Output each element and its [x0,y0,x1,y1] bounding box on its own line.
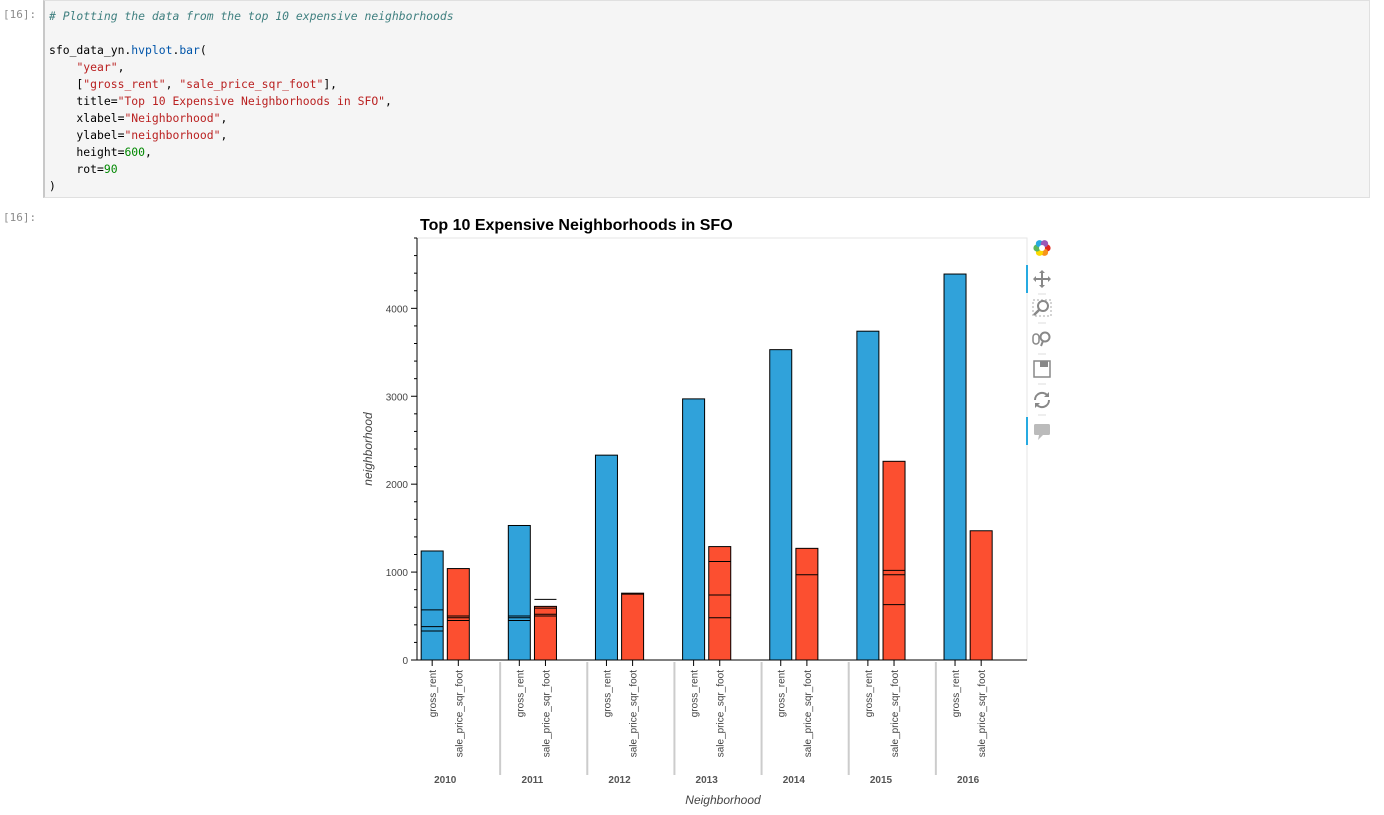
gross_rent-bar [856,330,880,661]
active-tool-indicator [1026,417,1028,445]
x-subcategory-label: gross_rent [602,670,613,717]
x-group-label: 2014 [783,775,806,786]
code-line: sfo_data_yn.hvplot.bar( [49,43,207,57]
code-token: "sale_price_sqr_foot" [179,77,324,91]
gross_rent-bar [682,398,706,661]
code-token: , [165,77,180,91]
code-token: , [220,128,228,142]
x-subcategory-label: sale_price_sqr_foot [716,670,727,757]
y-tick-label: 3000 [386,392,409,403]
gross_rent-bar [943,273,967,661]
code-cell[interactable]: # Plotting the data from the top 10 expe… [43,0,1370,198]
code-editor[interactable]: # Plotting the data from the top 10 expe… [45,1,1369,195]
code-token: [ [49,77,84,91]
code-line: "year", [49,60,124,74]
code-token: ) [49,179,56,193]
code-token: , [145,145,152,159]
code-token: , [220,111,228,125]
code-token: , [385,94,392,108]
code-line: ["gross_rent", "sale_price_sqr_foot"], [49,77,337,91]
code-token: 600 [124,145,146,159]
code-token: , [117,60,125,74]
y-axis-label: neighborhood [361,412,375,486]
active-tool-indicator [1026,265,1028,293]
code-line: rot=90 [49,162,118,176]
output-prompt: [16]: [3,211,37,224]
code-line: title="Top 10 Expensive Neighborhoods in… [49,94,392,108]
code-token: . [172,43,180,57]
x-subcategory-label: sale_price_sqr_foot [890,670,901,757]
x-group-label: 2013 [696,775,719,786]
code-line: xlabel="Neighborhood", [49,111,227,125]
code-line: ylabel="neighborhood", [49,128,227,142]
sale_price_sqr_foot-bar [446,568,470,661]
x-subcategory-label: gross_rent [864,670,875,717]
x-group-label: 2015 [870,775,893,786]
x-subcategory-label: gross_rent [690,670,701,717]
x-group-label: 2011 [522,775,544,786]
chart-toolbar[interactable] [1026,240,1052,445]
code-line: height=600, [49,145,152,159]
code-line: # Plotting the data from the top 10 expe… [49,9,454,23]
code-token: hvplot [131,43,173,57]
sale_price_sqr_foot-bar [621,592,645,661]
y-tick-label: 0 [402,656,408,667]
plot-area[interactable]: 0 1000 2000 3000 4000 gross_rent sale_price_sq… [386,237,1028,786]
gross_rent-bar [420,550,444,661]
code-token: "gross_rent" [83,77,166,91]
gross_rent-bar [594,454,618,661]
sale_price_sqr_foot-bar [969,530,993,661]
gross_rent-bar [769,349,793,661]
x-subcategory-label: sale_price_sqr_foot [454,670,465,757]
code-token: rot= [49,162,104,176]
bokeh-logo-icon[interactable] [1033,240,1051,256]
x-subcategory-label: gross_rent [951,670,962,717]
x-axis-label: Neighborhood [685,793,761,807]
input-prompt: [16]: [3,8,37,21]
hover-icon[interactable] [1034,424,1050,440]
code-token: "year" [76,60,118,74]
code-token: ], [323,77,338,91]
x-subcategory-label: gross_rent [777,670,788,717]
code-token: ( [199,43,207,57]
code-token: sfo_data_yn. [49,43,132,57]
x-subcategory-label: sale_price_sqr_foot [541,670,552,757]
sale_price_sqr_foot-bar [708,546,732,661]
code-line: ) [49,179,56,193]
save-icon[interactable] [1033,360,1051,378]
x-subcategory-label: sale_price_sqr_foot [803,670,814,757]
box-zoom-icon[interactable] [1032,299,1052,317]
x-group-label: 2012 [608,775,631,786]
code-token: xlabel= [49,111,125,125]
sale_price_sqr_foot-bar [882,460,906,661]
code-token: ylabel= [49,128,125,142]
x-group-label: 2010 [434,775,457,786]
x-subcategory-label: gross_rent [515,670,526,717]
chart-title: Top 10 Expensive Neighborhoods in SFO [420,217,733,234]
y-tick-label: 4000 [386,304,409,315]
code-token: "Top 10 Expensive Neighborhoods in SFO" [117,94,386,108]
y-tick-label: 2000 [386,480,409,491]
code-token: bar [179,43,200,57]
y-tick-label: 1000 [386,568,409,579]
pan-icon[interactable] [1033,270,1051,288]
wheel-zoom-icon[interactable] [1032,331,1051,347]
code-token: # Plotting the data from the top 10 expe… [49,9,454,23]
reset-icon[interactable] [1033,391,1051,409]
x-subcategory-label: gross_rent [428,670,439,717]
code-token: "Neighborhood" [124,111,221,125]
gross_rent-bar [507,524,531,661]
code-token: 90 [103,162,118,176]
x-group-label: 2016 [957,775,980,786]
x-subcategory-label: sale_price_sqr_foot [629,670,640,757]
code-token: height= [49,145,125,159]
sale_price_sqr_foot-bar [795,547,819,661]
code-token: "neighborhood" [124,128,221,142]
x-subcategory-label: sale_price_sqr_foot [977,670,988,757]
code-token: title= [49,94,118,108]
